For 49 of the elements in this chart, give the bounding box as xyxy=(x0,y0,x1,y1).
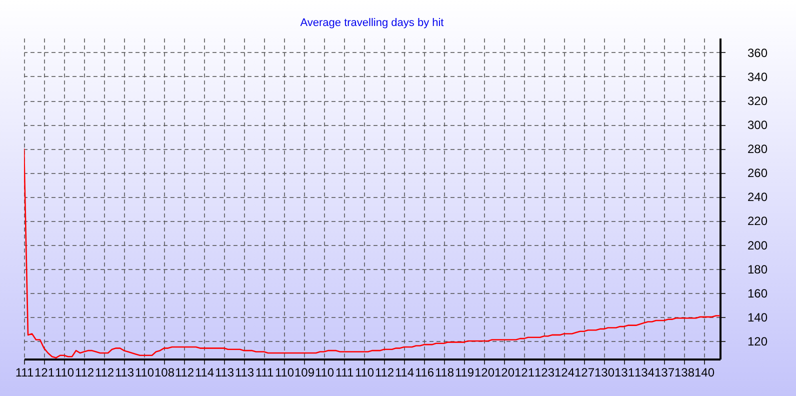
x-tick-label: 140 xyxy=(694,366,715,380)
y-tick-label: 240 xyxy=(748,190,768,204)
x-tick-label: 111 xyxy=(15,366,34,380)
x-tick-label: 120 xyxy=(474,366,495,380)
y-tick-label: 340 xyxy=(748,70,768,84)
x-tick-label: 111 xyxy=(335,366,354,380)
x-tick-label: 123 xyxy=(534,366,555,380)
y-tick-label: 160 xyxy=(748,286,768,300)
chart-title: Average travelling days by hit xyxy=(300,17,444,29)
y-tick-label: 120 xyxy=(748,334,768,348)
x-tick-label: 113 xyxy=(114,366,134,380)
x-tick-label: 109 xyxy=(294,366,315,380)
y-tick-label: 140 xyxy=(748,310,768,324)
x-tick-label: 110 xyxy=(354,366,374,380)
x-tick-label: 112 xyxy=(74,366,94,380)
x-tick-label: 138 xyxy=(674,366,695,380)
x-tick-label: 110 xyxy=(134,366,154,380)
x-tick-label: 114 xyxy=(194,366,214,380)
x-tick-label: 112 xyxy=(94,366,114,380)
x-tick-label: 137 xyxy=(654,366,675,380)
y-tick-label: 220 xyxy=(748,214,768,228)
x-tick-label: 112 xyxy=(374,366,394,380)
x-tick-label: 127 xyxy=(574,366,595,380)
x-tick-label: 110 xyxy=(274,366,294,380)
x-tick-label: 111 xyxy=(255,366,274,380)
x-tick-label: 110 xyxy=(314,366,334,380)
x-tick-label: 108 xyxy=(154,366,175,380)
y-tick-label: 260 xyxy=(748,166,768,180)
y-tick-label: 280 xyxy=(748,142,768,156)
x-tick-label: 119 xyxy=(454,366,474,380)
x-tick-label: 118 xyxy=(434,366,454,380)
x-tick-label: 110 xyxy=(54,366,74,380)
y-tick-label: 200 xyxy=(748,238,768,252)
x-tick-label: 120 xyxy=(494,366,515,380)
x-tick-label: 114 xyxy=(394,366,414,380)
x-tick-label: 113 xyxy=(214,366,234,380)
x-tick-label: 130 xyxy=(594,366,615,380)
x-tick-label: 121 xyxy=(514,366,535,380)
y-tick-label: 320 xyxy=(748,94,768,108)
x-tick-label: 112 xyxy=(174,366,194,380)
x-tick-label: 134 xyxy=(634,366,655,380)
x-tick-label: 113 xyxy=(234,366,254,380)
x-tick-label: 121 xyxy=(34,366,55,380)
y-tick-label: 300 xyxy=(748,118,768,132)
y-tick-label: 360 xyxy=(748,46,768,60)
y-tick-label: 180 xyxy=(748,262,768,276)
x-tick-label: 131 xyxy=(614,366,635,380)
x-tick-label: 116 xyxy=(414,366,434,380)
x-tick-label: 124 xyxy=(554,366,575,380)
